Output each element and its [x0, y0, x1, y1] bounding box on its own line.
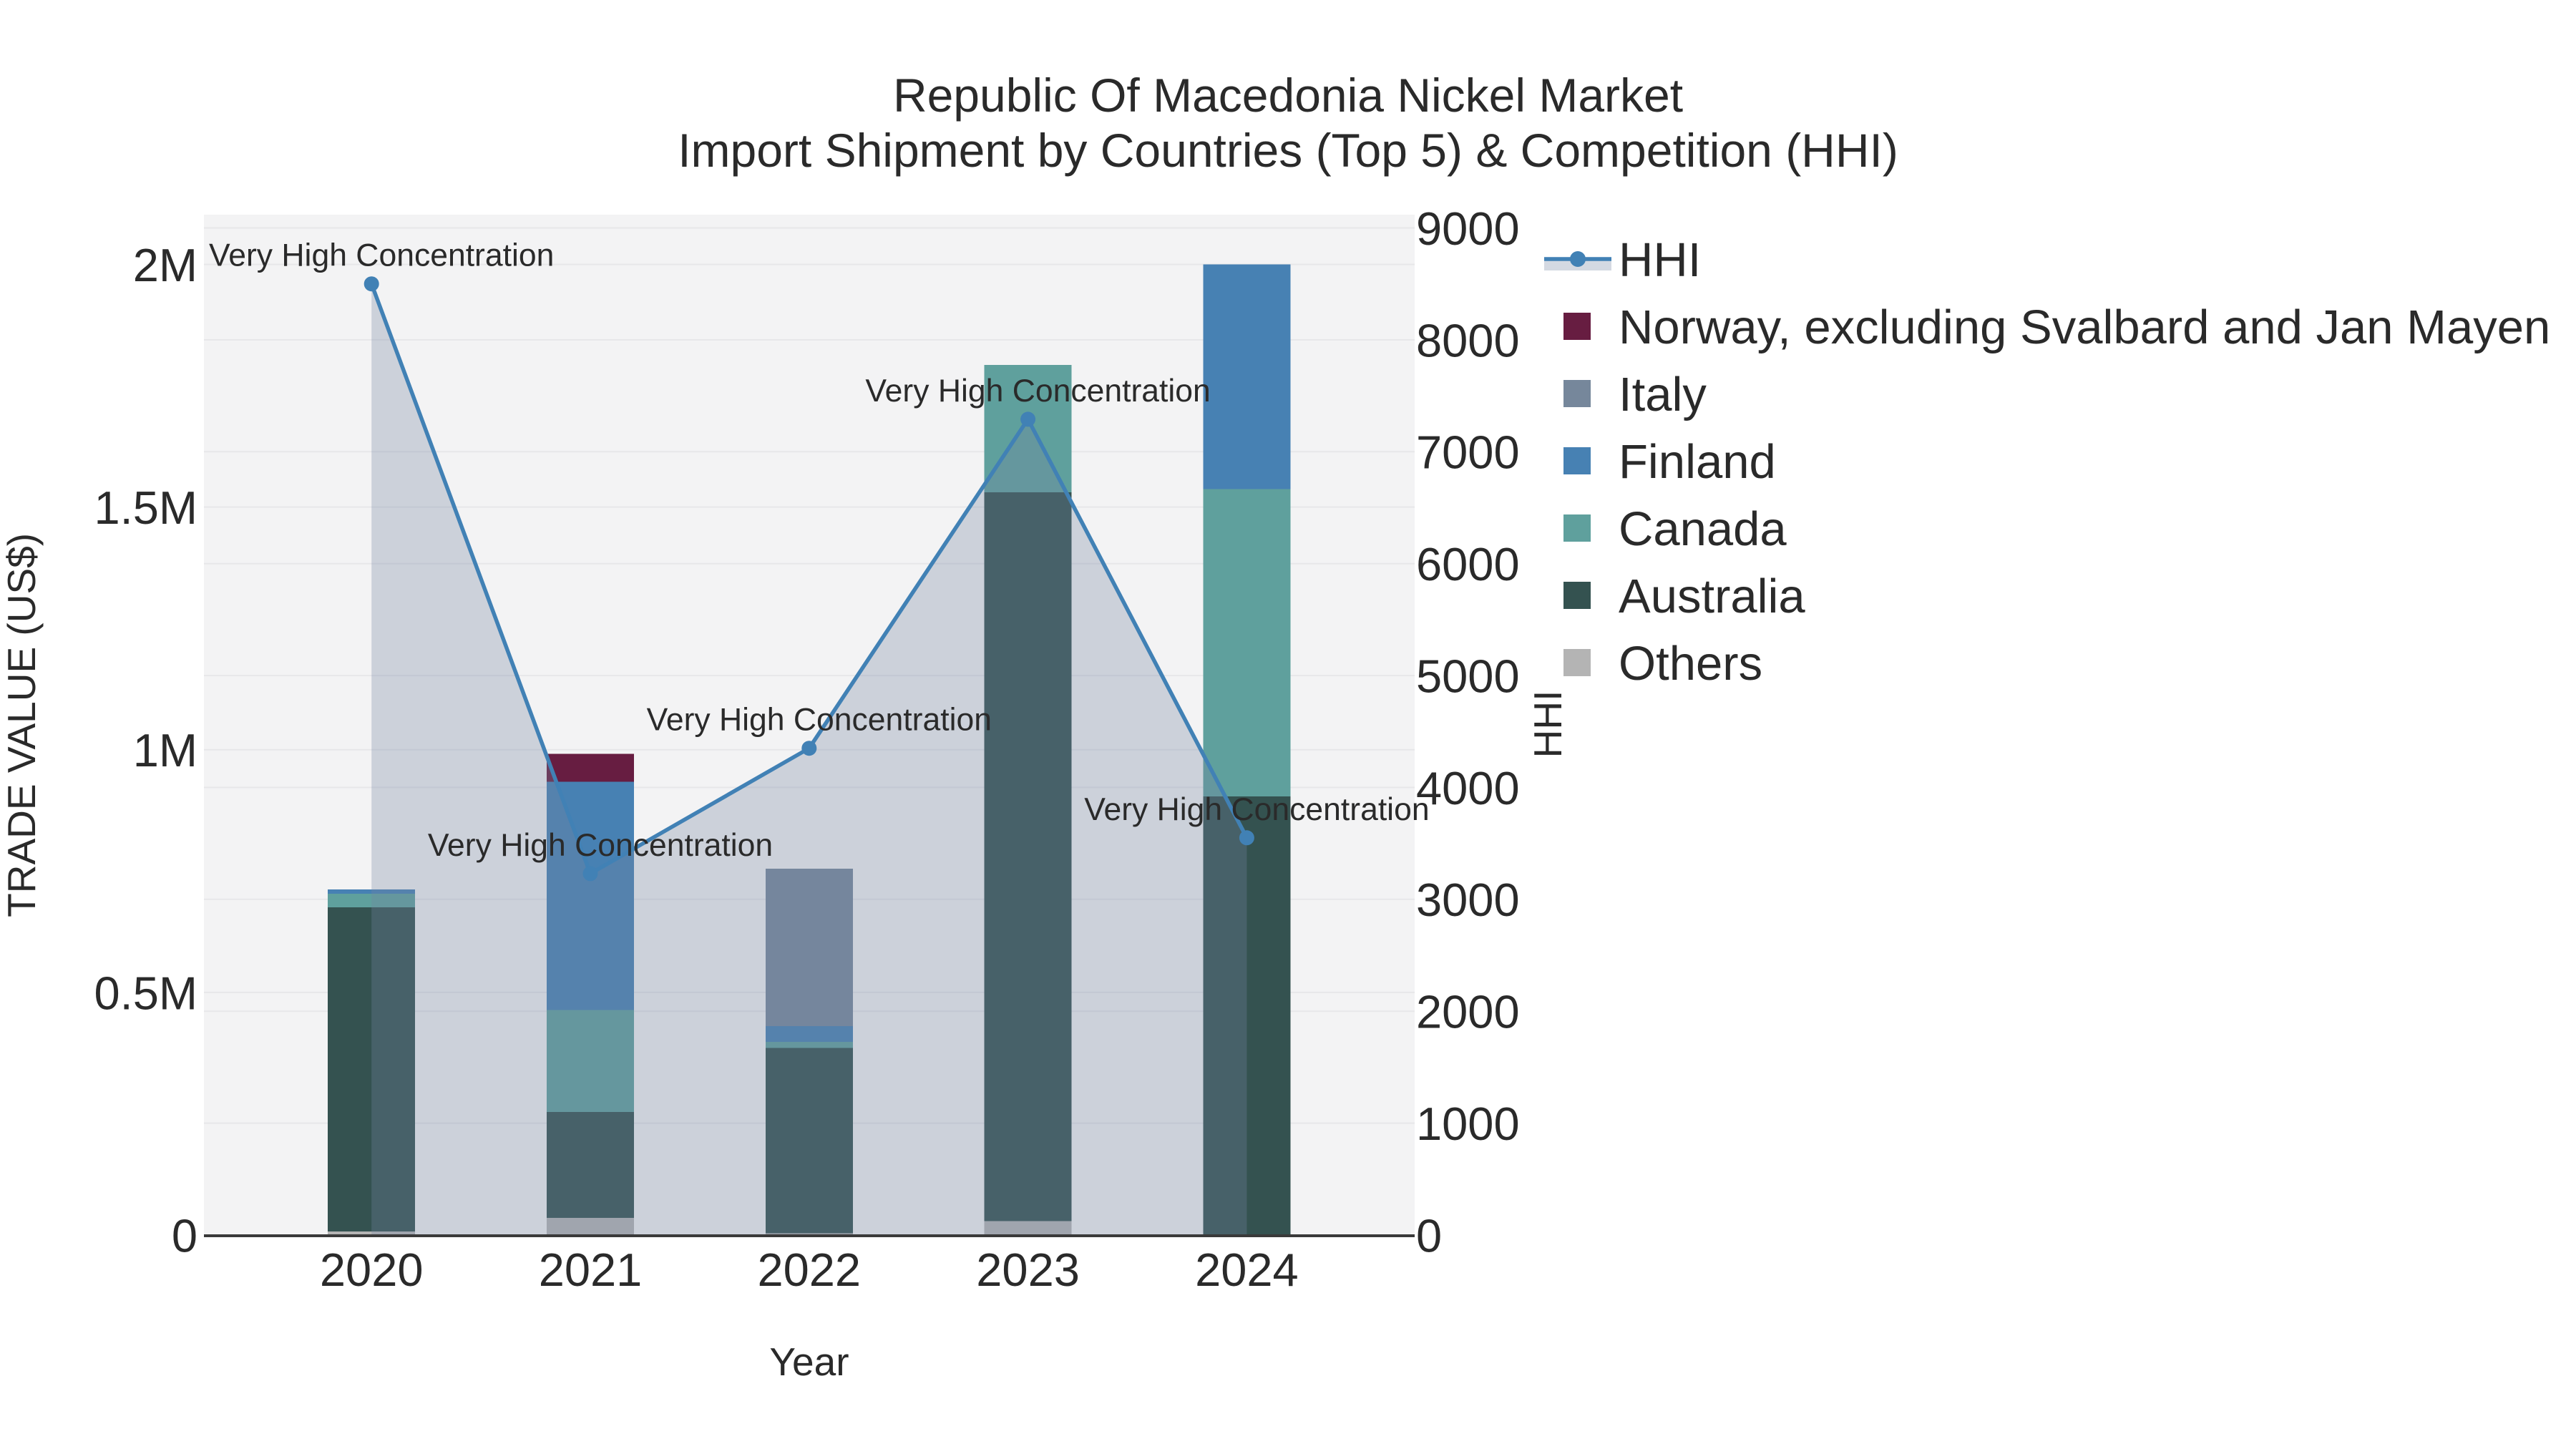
- svg-text:Very High Concentration: Very High Concentration: [209, 238, 554, 273]
- svg-text:2M: 2M: [133, 239, 197, 291]
- svg-text:0: 0: [1416, 1209, 1442, 1262]
- svg-text:Very High Concentration: Very High Concentration: [865, 374, 1210, 409]
- svg-text:2020: 2020: [320, 1244, 424, 1296]
- svg-text:8000: 8000: [1416, 314, 1520, 366]
- svg-text:1000: 1000: [1416, 1098, 1520, 1150]
- svg-text:Import Shipment by Countries (: Import Shipment by Countries (Top 5) & C…: [678, 124, 1898, 177]
- svg-text:HHI: HHI: [1619, 233, 1701, 287]
- svg-text:1.5M: 1.5M: [94, 482, 197, 534]
- svg-text:0.5M: 0.5M: [94, 967, 197, 1019]
- svg-text:2024: 2024: [1195, 1244, 1299, 1296]
- svg-text:Italy: Italy: [1619, 368, 1707, 421]
- svg-text:3000: 3000: [1416, 874, 1520, 926]
- svg-text:1M: 1M: [133, 724, 197, 776]
- svg-text:Australia: Australia: [1619, 570, 1805, 623]
- svg-text:Norway, excluding Svalbard and: Norway, excluding Svalbard and Jan Mayen: [1619, 301, 2550, 354]
- svg-text:HHI: HHI: [1526, 691, 1570, 758]
- svg-text:TRADE VALUE (US$): TRADE VALUE (US$): [0, 533, 44, 917]
- svg-text:Very High Concentration: Very High Concentration: [647, 703, 992, 738]
- svg-text:7000: 7000: [1416, 426, 1520, 479]
- svg-text:0: 0: [172, 1209, 197, 1262]
- svg-text:4000: 4000: [1416, 762, 1520, 814]
- svg-text:Finland: Finland: [1619, 435, 1776, 489]
- svg-text:5000: 5000: [1416, 650, 1520, 703]
- svg-text:6000: 6000: [1416, 538, 1520, 590]
- svg-text:2000: 2000: [1416, 986, 1520, 1038]
- svg-text:Very High Concentration: Very High Concentration: [1084, 792, 1429, 827]
- svg-text:Year: Year: [769, 1340, 849, 1384]
- svg-text:2022: 2022: [757, 1244, 861, 1296]
- svg-text:9000: 9000: [1416, 203, 1520, 255]
- svg-text:2021: 2021: [539, 1244, 643, 1296]
- svg-text:Canada: Canada: [1619, 502, 1787, 556]
- svg-text:Republic Of Macedonia Nickel M: Republic Of Macedonia Nickel Market: [893, 69, 1683, 122]
- svg-text:2023: 2023: [976, 1244, 1080, 1296]
- svg-text:Very High Concentration: Very High Concentration: [428, 828, 773, 863]
- svg-text:Others: Others: [1619, 637, 1762, 691]
